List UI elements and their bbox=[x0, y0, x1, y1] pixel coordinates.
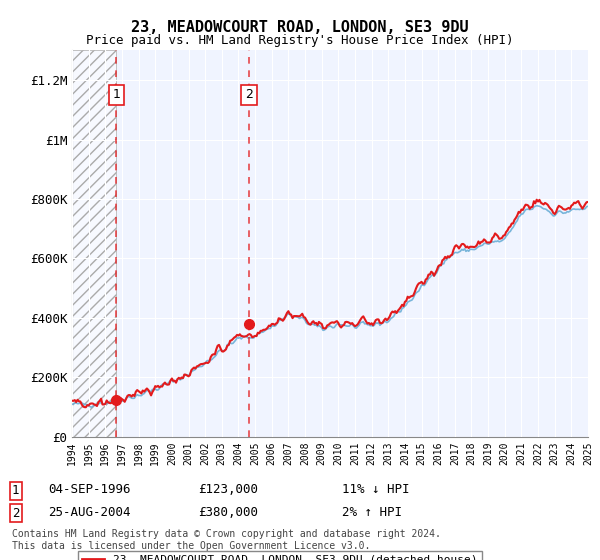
Text: 2: 2 bbox=[245, 88, 253, 101]
Text: £123,000: £123,000 bbox=[198, 483, 258, 496]
Legend: 23, MEADOWCOURT ROAD, LONDON, SE3 9DU (detached house), HPI: Average price, deta: 23, MEADOWCOURT ROAD, LONDON, SE3 9DU (d… bbox=[77, 550, 482, 560]
Bar bbox=[72, 50, 116, 437]
Text: 1: 1 bbox=[113, 88, 121, 101]
Text: 11% ↓ HPI: 11% ↓ HPI bbox=[342, 483, 409, 496]
Text: 2: 2 bbox=[12, 507, 19, 520]
Text: 25-AUG-2004: 25-AUG-2004 bbox=[48, 506, 131, 519]
Text: 2% ↑ HPI: 2% ↑ HPI bbox=[342, 506, 402, 519]
Text: 04-SEP-1996: 04-SEP-1996 bbox=[48, 483, 131, 496]
Text: £380,000: £380,000 bbox=[198, 506, 258, 519]
Bar bbox=[72, 50, 116, 437]
Text: Price paid vs. HM Land Registry's House Price Index (HPI): Price paid vs. HM Land Registry's House … bbox=[86, 34, 514, 46]
Text: Contains HM Land Registry data © Crown copyright and database right 2024.
This d: Contains HM Land Registry data © Crown c… bbox=[12, 529, 441, 551]
Text: 1: 1 bbox=[12, 484, 19, 497]
Text: 23, MEADOWCOURT ROAD, LONDON, SE3 9DU: 23, MEADOWCOURT ROAD, LONDON, SE3 9DU bbox=[131, 20, 469, 35]
